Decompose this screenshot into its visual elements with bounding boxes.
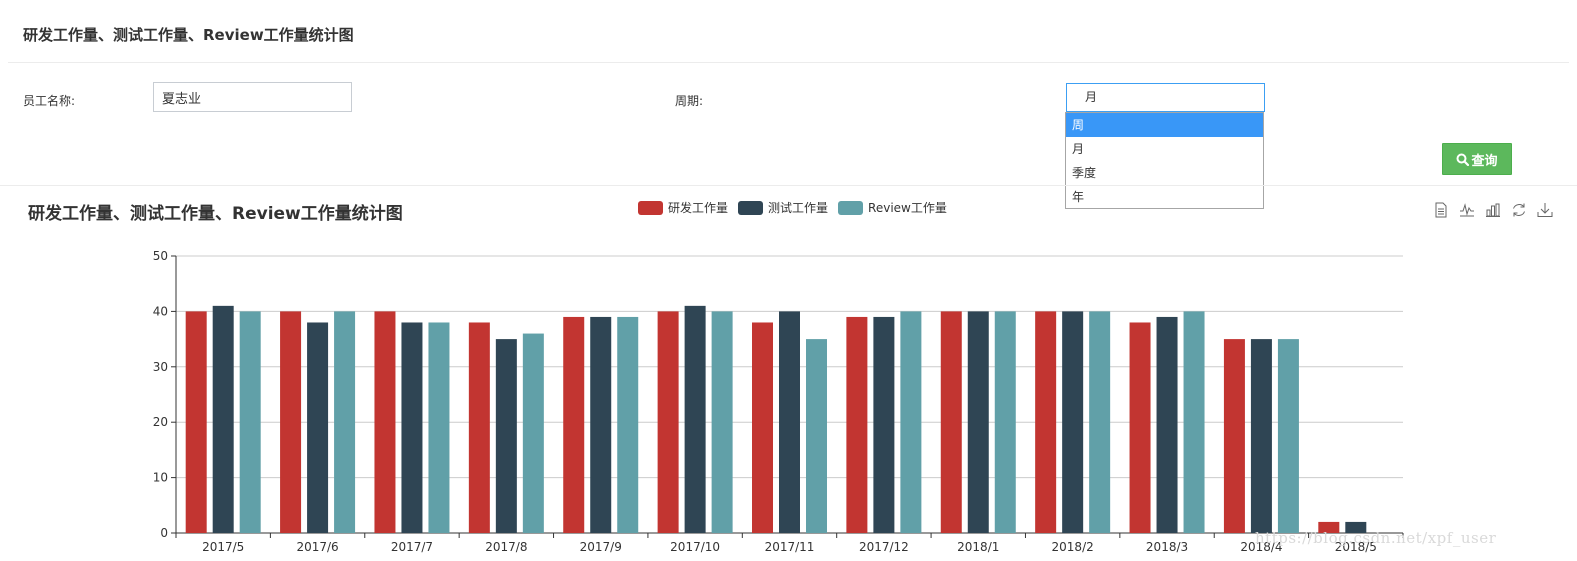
bar bbox=[1183, 311, 1205, 533]
bar bbox=[1062, 311, 1084, 533]
y-tick-label: 10 bbox=[153, 471, 168, 485]
bar bbox=[374, 311, 396, 533]
y-tick-label: 30 bbox=[153, 360, 168, 374]
bar bbox=[967, 311, 989, 533]
query-button[interactable]: 查询 bbox=[1442, 143, 1512, 175]
bar bbox=[1345, 521, 1367, 533]
legend-label: 测试工作量 bbox=[768, 201, 829, 215]
bar-chart-icon[interactable] bbox=[1484, 201, 1502, 219]
bar bbox=[873, 316, 895, 533]
bar bbox=[590, 316, 612, 533]
bar bbox=[1223, 339, 1245, 533]
bar bbox=[900, 311, 922, 533]
x-tick-label: 2018/4 bbox=[1240, 540, 1282, 554]
data-view-icon[interactable] bbox=[1432, 201, 1450, 219]
legend-swatch bbox=[838, 200, 864, 215]
x-tick-label: 2018/2 bbox=[1052, 540, 1094, 554]
x-tick-label: 2017/6 bbox=[296, 540, 338, 554]
bar bbox=[806, 339, 827, 533]
bar bbox=[1277, 339, 1299, 533]
x-tick-label: 2017/10 bbox=[670, 540, 720, 554]
y-tick-label: 0 bbox=[160, 526, 168, 540]
bar bbox=[779, 311, 800, 533]
employee-name-input[interactable] bbox=[153, 82, 352, 112]
bar bbox=[495, 339, 517, 533]
period-dropdown: 周 月 季度 年 bbox=[1065, 112, 1264, 209]
x-tick-label: 2018/5 bbox=[1335, 540, 1377, 554]
bar-chart: 0 10 20 30 40 50 2017/5 2017/6 2017/7 2017/8 2017/… bbox=[153, 249, 1404, 554]
panel-title: 研发工作量、测试工作量、Review工作量统计图 bbox=[23, 26, 354, 44]
bar bbox=[846, 316, 868, 533]
bar bbox=[185, 311, 207, 533]
bar bbox=[1035, 311, 1057, 533]
bar bbox=[563, 316, 585, 533]
legend-swatch bbox=[738, 200, 764, 215]
bar bbox=[1089, 311, 1111, 533]
bar bbox=[212, 305, 234, 533]
divider bbox=[8, 62, 1569, 63]
legend-label: Review工作量 bbox=[868, 201, 947, 215]
restore-icon[interactable] bbox=[1510, 201, 1528, 219]
chart-legend: 研发工作量 测试工作量 Review工作量 bbox=[638, 199, 957, 216]
bar bbox=[752, 322, 773, 533]
period-option-quarter[interactable]: 季度 bbox=[1072, 166, 1097, 180]
search-icon bbox=[1456, 153, 1470, 166]
bar bbox=[657, 311, 679, 533]
x-tick-label: 2017/12 bbox=[859, 540, 909, 554]
bar bbox=[239, 311, 261, 533]
query-button-label: 查询 bbox=[1471, 153, 1498, 169]
legend-swatch bbox=[638, 200, 663, 215]
legend-item-test[interactable]: 测试工作量 bbox=[738, 199, 828, 216]
legend-item-review[interactable]: Review工作量 bbox=[838, 199, 947, 216]
y-tick-label: 40 bbox=[153, 304, 168, 318]
x-tick-label: 2018/1 bbox=[957, 540, 999, 554]
period-option-week[interactable]: 周 bbox=[1066, 113, 1263, 137]
period-select-value: 月 bbox=[1085, 90, 1098, 104]
chart-toolbox bbox=[1432, 201, 1554, 219]
x-tick-label: 2018/3 bbox=[1146, 540, 1188, 554]
line-chart-icon[interactable] bbox=[1458, 201, 1476, 219]
bar bbox=[522, 333, 544, 533]
x-tick-label: 2017/7 bbox=[391, 540, 433, 554]
bar bbox=[428, 322, 450, 533]
period-label: 周期: bbox=[675, 94, 704, 108]
bar bbox=[711, 311, 733, 533]
bar bbox=[280, 311, 302, 533]
period-option-year[interactable]: 年 bbox=[1072, 190, 1085, 204]
watermark: https://blog.csdn.net/xpf_user bbox=[1255, 529, 1497, 547]
x-tick-label: 2017/9 bbox=[580, 540, 622, 554]
bar bbox=[334, 311, 356, 533]
employee-name-label: 员工名称: bbox=[23, 94, 76, 108]
period-select[interactable]: 月 bbox=[1066, 83, 1265, 112]
x-tick-label: 2017/11 bbox=[765, 540, 815, 554]
bar bbox=[1156, 316, 1178, 533]
chart-title: 研发工作量、测试工作量、Review工作量统计图 bbox=[28, 204, 403, 224]
bar bbox=[1250, 339, 1272, 533]
x-tick-label: 2017/5 bbox=[202, 540, 244, 554]
x-tick-label: 2017/8 bbox=[485, 540, 527, 554]
bar bbox=[1129, 322, 1151, 533]
bar bbox=[307, 322, 329, 533]
bar bbox=[468, 322, 490, 533]
bar bbox=[940, 311, 962, 533]
download-icon[interactable] bbox=[1536, 201, 1554, 219]
bar bbox=[684, 305, 706, 533]
divider bbox=[0, 185, 1577, 186]
bar bbox=[1318, 521, 1340, 533]
bar bbox=[617, 316, 639, 533]
period-option-month[interactable]: 月 bbox=[1072, 142, 1085, 156]
bar bbox=[994, 311, 1016, 533]
y-tick-label: 50 bbox=[153, 249, 168, 263]
legend-item-dev[interactable]: 研发工作量 bbox=[638, 199, 728, 216]
y-tick-label: 20 bbox=[153, 415, 168, 429]
legend-label: 研发工作量 bbox=[668, 201, 729, 215]
bar bbox=[401, 322, 423, 533]
